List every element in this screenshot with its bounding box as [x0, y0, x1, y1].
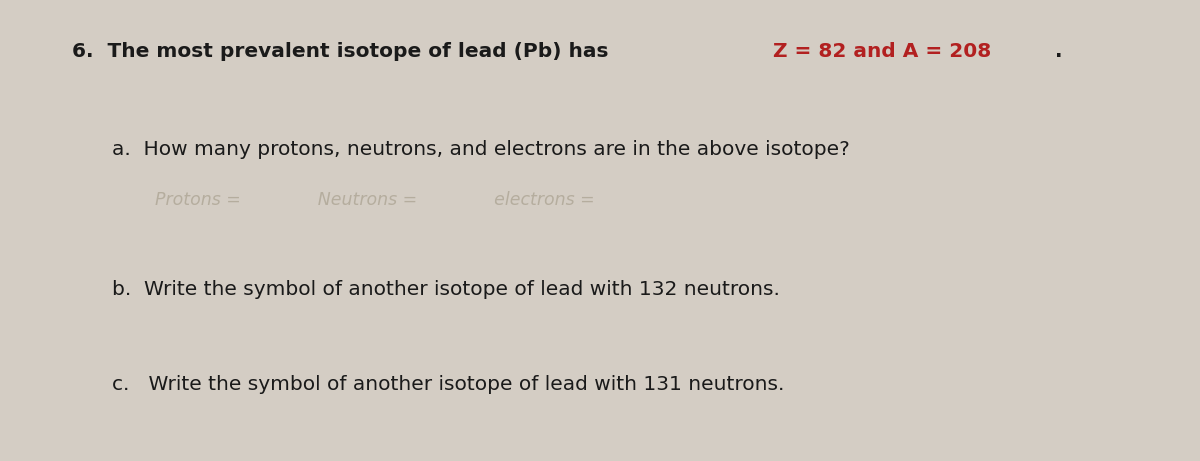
Text: b.  Write the symbol of another isotope of lead with 132 neutrons.: b. Write the symbol of another isotope o… [112, 280, 780, 299]
Text: c.   Write the symbol of another isotope of lead with 131 neutrons.: c. Write the symbol of another isotope o… [112, 375, 785, 394]
Text: a.  How many protons, neutrons, and electrons are in the above isotope?: a. How many protons, neutrons, and elect… [112, 140, 850, 159]
Text: .: . [1055, 42, 1062, 61]
Text: Z = 82 and A = 208: Z = 82 and A = 208 [773, 42, 991, 61]
Text: Protons =              Neutrons =              electrons =: Protons = Neutrons = electrons = [155, 191, 595, 209]
Text: 6.  The most prevalent isotope of lead (Pb) has: 6. The most prevalent isotope of lead (P… [72, 42, 616, 61]
